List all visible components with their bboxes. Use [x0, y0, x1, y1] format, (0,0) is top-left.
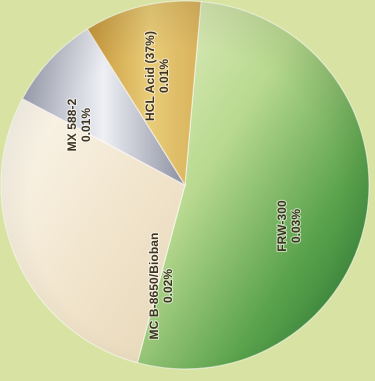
- pie-slice-label-group-3: MX 588-2 0.01%: [64, 97, 94, 152]
- pie-slice-label-group-4: HCL Acid (37%) 0.01%: [142, 30, 172, 122]
- pie-slice-value-2: 0.02%: [161, 269, 175, 303]
- pie-slice-label-3: MX 588-2: [65, 98, 79, 151]
- labels-layer: FRW-300 0.03% MC B-8650/Bioban 0.02% MX 588-…: [64, 30, 304, 341]
- pie-slice-label-group-1: FRW-300 0.03%: [274, 199, 304, 253]
- pie-slice-value-1: 0.03%: [289, 209, 303, 243]
- pie-slice-label-4: HCL Acid (37%): [143, 31, 157, 121]
- pie-slice-label-1: FRW-300: [275, 200, 289, 252]
- pie-shading: [1, 1, 369, 369]
- pie-slice-label-2: MC B-8650/Bioban: [147, 233, 161, 340]
- pie-slice-value-4: 0.01%: [157, 59, 171, 93]
- pie-slice-label-group-2: MC B-8650/Bioban 0.02%: [146, 231, 176, 340]
- pie-slice-value-3: 0.01%: [79, 108, 93, 142]
